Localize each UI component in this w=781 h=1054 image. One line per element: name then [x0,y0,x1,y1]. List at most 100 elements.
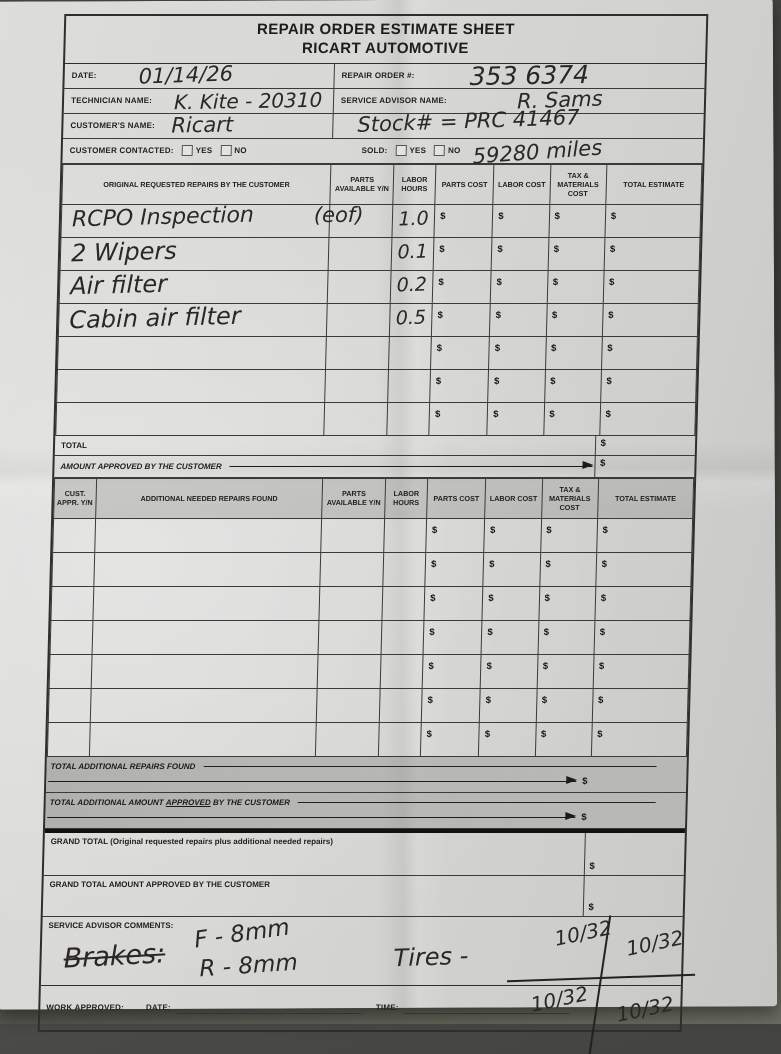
col-labor-hours: LABOR HOURS [392,164,437,204]
original-repairs-header-row: ORIGINAL REQUESTED REPAIRS BY THE CUSTOM… [61,164,702,204]
dollar-sign: $ [435,375,442,387]
contacted-no-checkbox [220,145,232,156]
tread-rear-right-handwritten: 10/32 [614,990,676,1027]
rear-brakes-handwritten: R - 8mm [198,949,299,982]
col-parts-available: PARTS AVAILABLE Y/N [322,478,386,518]
dollar-sign: $ [437,309,444,321]
rule-line [298,802,656,803]
sold-label: SOLD: [361,146,388,155]
col-tax-materials: TAX & MATERIALS COST [541,478,599,518]
labor-hours-handwritten: 0.5 [395,305,427,330]
dollar-sign: $ [599,626,606,638]
dollar-sign: $ [493,408,499,420]
labor-hours-handwritten: 1.0 [398,206,429,231]
grand-total-label: GRAND TOTAL (Original requested repairs … [50,836,334,846]
grand-total-approved-cell: $ [583,875,684,916]
dollar-sign: $ [485,694,492,706]
dollar-sign: $ [543,626,550,638]
dollar-sign: $ [495,309,502,321]
form-title-line1: REPAIR ORDER ESTIMATE SHEET [256,21,516,38]
additional-row-empty: $ $ $ $ [49,654,690,688]
total-amount-cell: $ [595,435,696,455]
dollar-sign: $ [426,728,433,740]
contacted-yes-checkbox [181,145,193,156]
dollar-sign: $ [431,524,438,536]
dollar-sign: $ [438,276,444,288]
service-advisor-comments-section: SERVICE ADVISOR COMMENTS: Brakes: F - 8m… [40,914,696,1054]
additional-repairs-table: CUST. APPR. Y/N ADDITIONAL NEEDED REPAIR… [47,478,694,757]
technician-label: TECHNICIAN NAME: [70,96,153,105]
total-row: TOTAL $ [54,435,696,456]
form-title: REPAIR ORDER ESTIMATE SHEET RICART AUTOM… [65,16,707,64]
dollar-sign: $ [486,660,493,672]
dollar-sign: $ [601,558,608,570]
work-approved-label: WORK APPROVED: [46,1003,125,1012]
dollar-sign: $ [545,558,551,570]
total-label: TOTAL [60,440,88,450]
tire-tread-diagram: 10/32 10/32 10/32 10/32 [507,915,696,1054]
dollar-sign: $ [428,660,434,672]
dollar-sign: $ [440,210,446,222]
repair-desc-handwritten: RCPO Inspection [71,202,254,232]
additional-row-empty: $ $ $ $ [48,688,689,722]
col-parts-cost: PARTS COST [426,478,486,518]
info-section: DATE: 01/14/26 REPAIR ORDER #: 353 6374 … [62,59,706,168]
dollar-sign: $ [610,210,617,222]
dollar-sign: $ [430,592,436,604]
contacted-no-label: NO [234,146,247,155]
repair-note-handwritten: (eof) [313,202,364,227]
customer-name-value-handwritten: Ricart [170,112,233,138]
customer-contacted-label: CUSTOMER CONTACTED: [69,146,174,155]
dollar-sign: $ [608,276,615,288]
dollar-sign: $ [609,243,616,255]
dollar-sign: $ [489,558,495,570]
dollar-sign: $ [489,524,496,536]
col-parts-cost: PARTS COST [435,164,495,204]
additional-row-empty: $ $ $ $ [50,620,690,654]
sold-yes-label: YES [409,146,427,155]
dollar-sign: $ [549,408,555,420]
grand-total-approved-row: GRAND TOTAL AMOUNT APPROVED BY THE CUSTO… [42,875,684,917]
info-row-names: TECHNICIAN NAME: K. Kite - 20310 SERVICE… [63,87,705,114]
repair-order-form: REPAIR ORDER ESTIMATE SHEET RICART AUTOM… [37,14,709,1054]
arrow-line [48,781,577,782]
dollar-sign: $ [484,728,491,740]
dollar-sign: $ [599,457,606,469]
dollar-sign: $ [607,342,613,354]
amount-approved-row: AMOUNT APPROVED BY THE CUSTOMER $ [54,455,695,478]
col-labor-cost: LABOR COST [484,478,543,518]
dollar-sign: $ [546,524,552,536]
dollar-sign: $ [597,728,603,740]
dollar-sign: $ [544,592,551,604]
amount-approved-cell: $ [594,455,695,477]
arrow-line [47,817,576,818]
repair-row-3: Air filter 0.2 $ $ $ $ [59,269,700,303]
additional-row-empty: $ $ $ $ [51,552,692,586]
dollar-sign: $ [552,276,559,288]
total-additional-approved-band: TOTAL ADDITIONAL AMOUNT APPROVED BY THE … [44,792,686,829]
repair-row-4: Cabin air filter 0.5 $ $ $ $ [58,301,699,336]
repair-row-1: RCPO Inspection (eof) 1.0 $ $ $ $ [60,202,701,237]
dollar-sign: $ [600,437,606,449]
grand-total-approved-label: GRAND TOTAL AMOUNT APPROVED BY THE CUSTO… [49,879,271,889]
repair-row-empty: $ $ $ $ [57,336,698,369]
technician-value-handwritten: K. Kite - 20310 [173,87,323,114]
dollar-sign: $ [429,626,435,638]
contacted-yes-label: YES [195,146,213,155]
dollar-sign: $ [605,408,612,420]
dollar-sign: $ [554,210,561,222]
dollar-sign: $ [553,243,560,255]
col-cust-appr: CUST. APPR. Y/N [53,478,97,518]
dollar-sign: $ [494,342,501,354]
dollar-sign: $ [439,243,445,255]
original-repairs-table: ORIGINAL REQUESTED REPAIRS BY THE CUSTOM… [55,164,702,436]
labor-hours-handwritten: 0.2 [396,272,428,297]
additional-repairs-header-row: CUST. APPR. Y/N ADDITIONAL NEEDED REPAIR… [53,478,694,518]
repair-order-value-handwritten: 353 6374 [469,59,590,92]
dollar-sign: $ [582,776,588,787]
additional-row-empty: $ $ $ $ [50,586,691,620]
repair-row-empty: $ $ $ $ [56,369,697,402]
col-original-repairs: ORIGINAL REQUESTED REPAIRS BY THE CUSTOM… [61,164,332,204]
dollar-sign: $ [436,342,443,354]
dollar-sign: $ [487,626,493,638]
